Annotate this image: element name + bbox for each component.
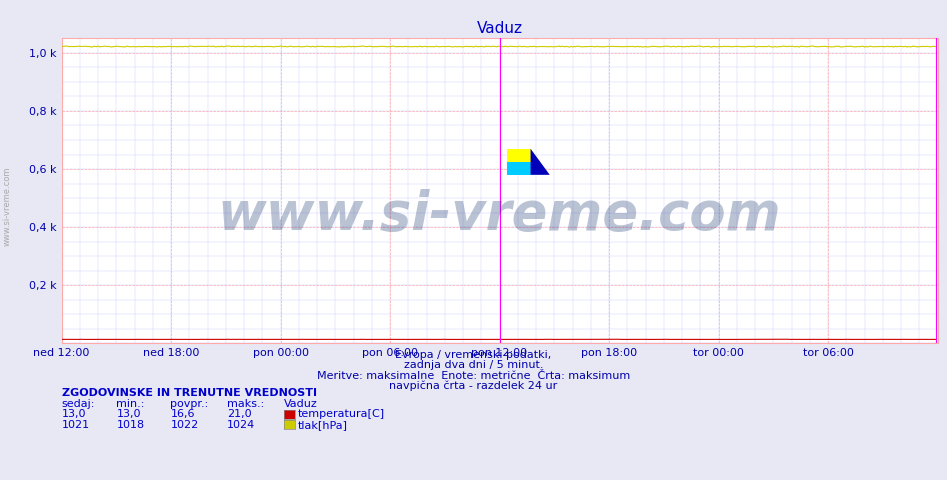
- Text: maks.:: maks.:: [227, 398, 264, 408]
- Text: 16,6: 16,6: [170, 409, 195, 419]
- Bar: [508, 149, 530, 162]
- Text: Evropa / vremenski podatki,: Evropa / vremenski podatki,: [396, 349, 551, 360]
- Text: Vaduz: Vaduz: [284, 398, 318, 408]
- Bar: [508, 162, 530, 175]
- Text: min.:: min.:: [116, 398, 145, 408]
- Text: 13,0: 13,0: [62, 409, 86, 419]
- Text: 1022: 1022: [170, 420, 199, 430]
- Text: 1024: 1024: [227, 420, 256, 430]
- Text: www.si-vreme.com: www.si-vreme.com: [218, 189, 781, 241]
- Text: sedaj:: sedaj:: [62, 398, 95, 408]
- Text: ZGODOVINSKE IN TRENUTNE VREDNOSTI: ZGODOVINSKE IN TRENUTNE VREDNOSTI: [62, 388, 316, 398]
- Polygon shape: [530, 149, 549, 175]
- Title: Vaduz: Vaduz: [476, 21, 523, 36]
- Text: www.si-vreme.com: www.si-vreme.com: [3, 167, 12, 246]
- Text: Meritve: maksimalne  Enote: metrične  Črta: maksimum: Meritve: maksimalne Enote: metrične Črta…: [317, 371, 630, 381]
- Text: temperatura[C]: temperatura[C]: [297, 409, 384, 419]
- Text: 1018: 1018: [116, 420, 145, 430]
- Text: zadnja dva dni / 5 minut.: zadnja dva dni / 5 minut.: [403, 360, 544, 370]
- Text: 21,0: 21,0: [227, 409, 252, 419]
- Text: 13,0: 13,0: [116, 409, 141, 419]
- Text: navpična črta - razdelek 24 ur: navpična črta - razdelek 24 ur: [389, 381, 558, 391]
- Text: tlak[hPa]: tlak[hPa]: [297, 420, 348, 430]
- Text: 1021: 1021: [62, 420, 90, 430]
- Text: povpr.:: povpr.:: [170, 398, 208, 408]
